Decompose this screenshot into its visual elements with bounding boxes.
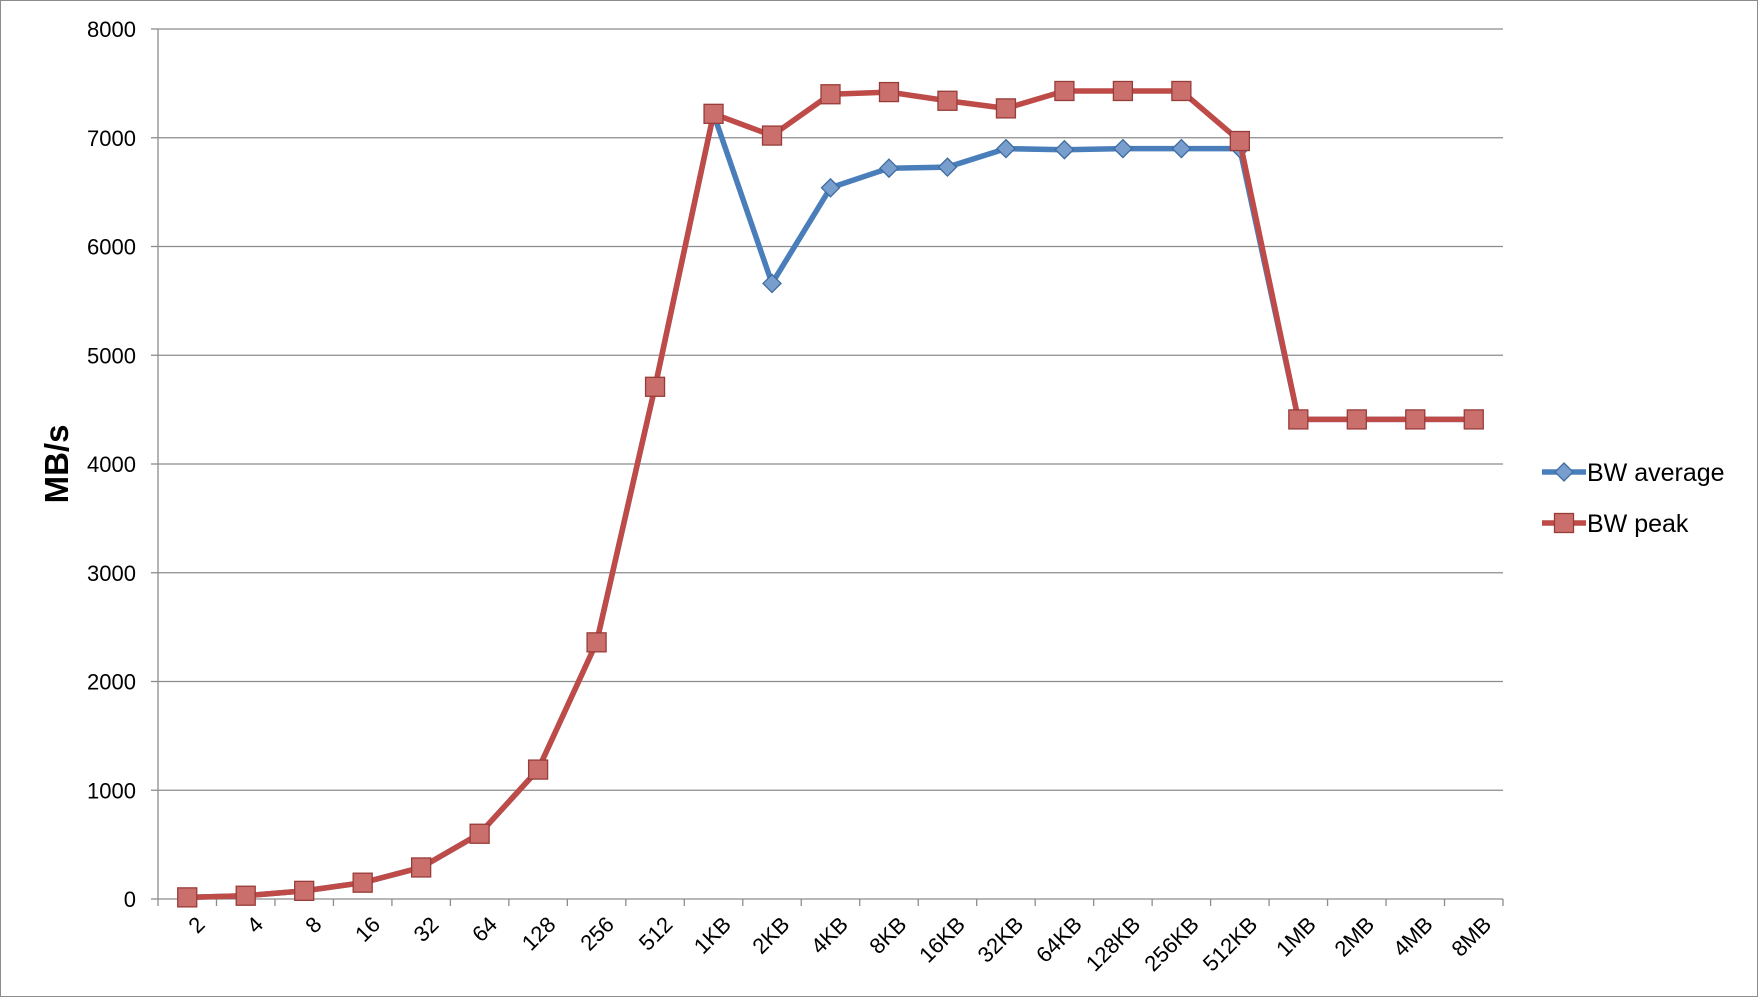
data-point [586,632,607,653]
data-point [703,103,724,124]
x-tick-label: 2 [183,912,209,938]
data-point [879,158,899,179]
series-bw-peak [177,80,1484,908]
data-point [235,885,256,906]
data-point [177,887,198,908]
data-point [820,177,841,198]
x-tick-label: 64 [467,912,502,947]
data-point [761,125,783,146]
x-tick-label: 4MB [1388,912,1438,962]
data-point [995,98,1017,119]
data-point [1112,138,1133,159]
data-point [996,138,1016,159]
legend-item: BW average [1542,459,1725,487]
legend-label: BW average [1587,459,1725,487]
data-point [294,880,315,901]
x-tick-label: 512 [634,912,678,956]
data-point [937,157,958,178]
data-point [1463,409,1484,430]
y-tick-label: 5000 [87,343,136,368]
data-point [937,90,958,111]
legend-marker [1554,462,1574,482]
x-axis-ticks: 2 4 8 16 32 64 128 256 512 1KB 2KB 4KB 8KB 16KB 32KB 64… [183,912,1496,976]
data-point [820,84,841,105]
x-tick-label: 64KB [1031,912,1087,968]
data-point [878,81,900,103]
x-tick-label: 16 [350,912,385,947]
x-tick-label: 128KB [1081,912,1145,976]
data-point [1229,130,1250,152]
series [177,80,1484,908]
y-tick-label: 6000 [87,235,136,260]
x-tick-label: 16KB [914,912,970,968]
x-tick-label: 32 [409,912,444,947]
data-point [1346,409,1367,430]
y-tick-label: 4000 [87,452,136,477]
y-axis-label: MB/s [38,425,75,504]
data-point [1171,80,1192,102]
data-point [1171,138,1192,159]
legend-marker [1553,512,1575,534]
x-tick-label: 1KB [689,912,736,959]
y-axis-ticks: 0 1000 2000 3000 4000 5000 6000 7000 8000 [87,17,136,912]
gridlines [158,28,1503,791]
data-point [1112,80,1134,102]
data-point [527,759,549,780]
y-tick-label: 8000 [87,17,136,42]
data-point [1054,80,1075,102]
data-point [644,376,666,397]
data-point [1288,409,1309,430]
series-line [184,88,1477,901]
data-point [1054,139,1075,160]
data-point [469,823,490,844]
legend-item: BW peak [1542,510,1689,538]
series-line [184,111,1477,901]
legend: BW average BW peak [1542,459,1725,538]
x-tick-label: 128 [517,912,561,956]
y-tick-label: 7000 [87,126,136,151]
x-tick-label: 512KB [1198,912,1262,976]
y-tick-label: 2000 [87,670,136,695]
x-tick-label: 8MB [1447,912,1497,962]
y-tick-label: 0 [124,887,136,912]
data-point [411,857,432,878]
x-tick-label: 32KB [973,912,1029,968]
x-tick-label: 1MB [1271,912,1321,962]
x-tick-label: 8 [300,912,326,938]
legend-label: BW peak [1587,510,1689,538]
x-tick-label: 4KB [806,912,853,959]
x-tick-label: 4 [242,912,268,938]
x-tick-label: 2MB [1330,912,1380,962]
y-tick-label: 3000 [87,561,136,586]
x-tick-label: 256 [575,912,619,956]
x-tick-label: 2KB [747,912,794,959]
y-tick-label: 1000 [87,778,136,803]
data-point [762,273,782,294]
x-tick-label: 256KB [1139,912,1203,976]
data-point [1405,409,1426,430]
data-point [352,872,373,893]
series-bw-average [177,103,1484,908]
axes [151,28,1504,906]
x-tick-label: 8KB [864,912,911,959]
